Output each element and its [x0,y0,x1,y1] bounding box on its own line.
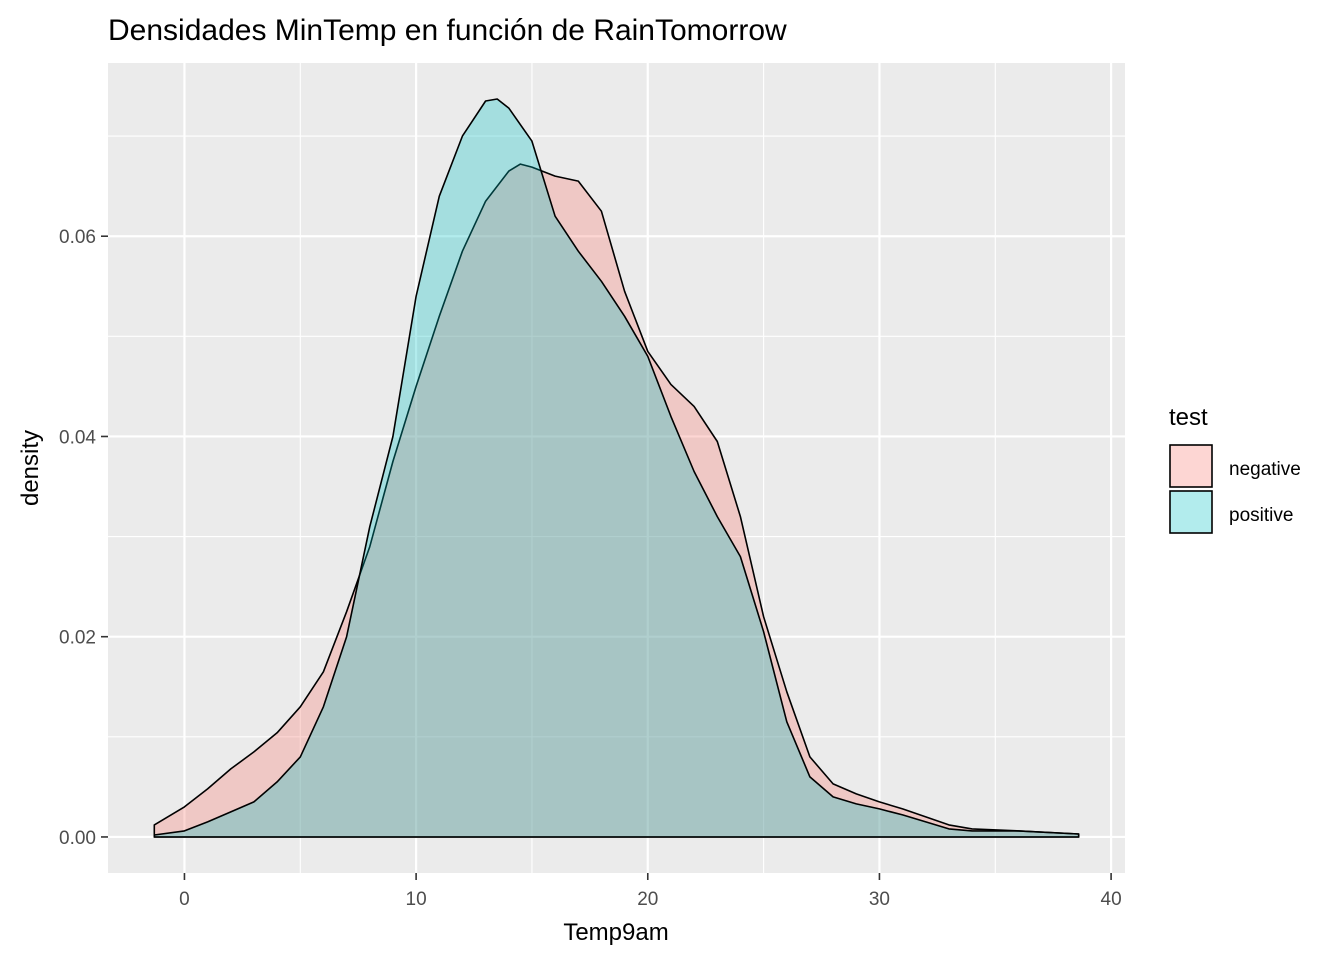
density-area-negative [153,163,1080,838]
x-tick-label: 20 [637,889,658,910]
density-area-positive [153,98,1080,838]
legend-key-positive [1169,490,1213,534]
x-tick-label: 10 [406,889,427,910]
x-tick-label: 30 [869,889,890,910]
plot-panel [108,63,1125,873]
chart-title: Densidades MinTemp en función de RainTom… [108,14,787,47]
y-axis: 0.00 0.02 0.04 0.06 [59,227,108,849]
legend-key-negative [1169,444,1213,488]
x-tick-label: 0 [179,889,190,910]
y-tick-label: 0.02 [59,628,96,649]
y-tick-label: 0.04 [59,427,96,448]
y-axis-title: density [17,430,44,506]
x-axis-title: Temp9am [563,919,668,946]
density-areas [153,98,1080,838]
legend-label-positive: positive [1229,505,1293,526]
y-tick-label: 0.00 [59,828,96,849]
legend: test negative positive [1169,404,1301,534]
minor-gridlines [108,63,1125,873]
legend-title: test [1169,404,1208,431]
y-tick-label: 0.06 [59,227,96,248]
x-axis: 0 10 20 30 40 [179,873,1122,910]
legend-label-negative: negative [1229,459,1301,480]
x-tick-label: 40 [1101,889,1122,910]
